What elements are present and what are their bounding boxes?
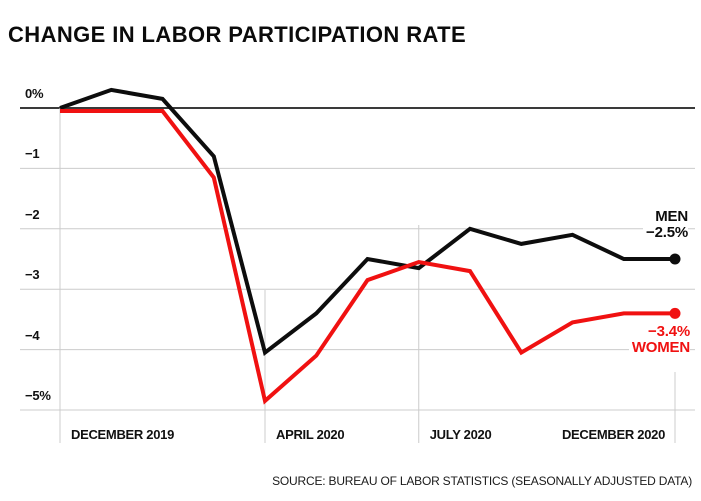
y-axis-label: −4 [25, 327, 40, 343]
y-axis-label: −1 [25, 146, 40, 162]
women-line [60, 109, 675, 405]
y-axis-label: −2 [25, 206, 40, 222]
men-series-label: MEN [655, 208, 688, 225]
women-series-callout: −3.4% WOMEN [628, 323, 690, 356]
women-end-dot [669, 307, 681, 319]
x-axis-label: APRIL 2020 [276, 427, 345, 442]
men-line [59, 87, 675, 357]
women-end-value: −3.4% [648, 323, 690, 340]
men-end-value: −2.5% [646, 224, 688, 241]
men-series-callout: MEN −2.5% [643, 209, 688, 241]
y-axis-label: −5% [25, 388, 51, 403]
y-axis-label: 0% [25, 86, 44, 101]
x-axis-label: DECEMBER 2019 [71, 427, 175, 442]
women-series-label: WOMEN [631, 339, 690, 356]
chart-title: CHANGE IN LABOR PARTICIPATION RATE [8, 22, 467, 47]
y-axis-label: −3 [25, 267, 40, 283]
men-end-dot [669, 253, 681, 265]
source-note: SOURCE: BUREAU OF LABOR STATISTICS (SEAS… [272, 474, 692, 488]
x-axis-label: DECEMBER 2020 [561, 427, 665, 442]
x-axis-label: JULY 2020 [429, 427, 492, 442]
